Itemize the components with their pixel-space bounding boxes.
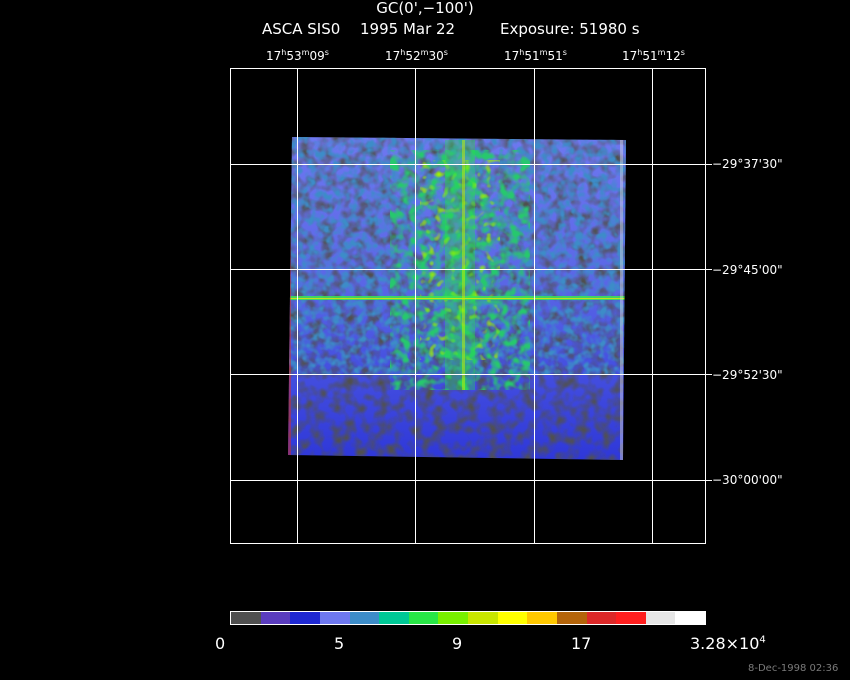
colorbar-label: 5 bbox=[334, 634, 345, 653]
coordinate-grid bbox=[230, 68, 712, 544]
timestamp: 8-Dec-1998 02:36 bbox=[748, 663, 839, 674]
colorbar-swatch bbox=[527, 612, 557, 624]
colorbar-swatch bbox=[319, 612, 350, 624]
colorbar-swatch bbox=[645, 612, 676, 624]
date-label: 1995 Mar 22 bbox=[360, 20, 456, 38]
ra-label: 17h52m30s bbox=[385, 48, 448, 63]
ra-label: 17h53m09s bbox=[266, 48, 329, 63]
colorbar-swatch bbox=[586, 612, 617, 624]
colorbar-swatch bbox=[290, 612, 320, 624]
colorbar-swatch bbox=[408, 612, 439, 624]
colorbar-swatch bbox=[379, 612, 409, 624]
colorbar-swatch bbox=[616, 612, 646, 624]
colorbar bbox=[230, 611, 706, 625]
ra-label: 17h51m12s bbox=[622, 48, 685, 63]
ra-label: 17h51m51s bbox=[504, 48, 567, 63]
colorbar-swatch bbox=[260, 612, 291, 624]
instrument-label: ASCA SIS0 bbox=[262, 20, 341, 38]
colorbar-swatch bbox=[497, 612, 528, 624]
exposure-label: Exposure: 51980 s bbox=[500, 20, 640, 38]
colorbar-label: 3.28×104 bbox=[690, 634, 766, 653]
dec-label: −29°37'30" bbox=[712, 157, 783, 171]
colorbar-swatch bbox=[438, 612, 468, 624]
colorbar-swatch bbox=[349, 612, 380, 624]
colorbar-label: 17 bbox=[571, 634, 592, 653]
title-line-1: GC(0',−100') bbox=[376, 0, 474, 17]
dec-label: −29°52'30" bbox=[712, 368, 783, 382]
colorbar-swatch bbox=[468, 612, 498, 624]
colorbar-label: 0 bbox=[215, 634, 226, 653]
colorbar-swatch bbox=[556, 612, 587, 624]
dec-label: −30°00'00" bbox=[712, 473, 783, 487]
colorbar-swatch bbox=[675, 612, 705, 624]
colorbar-label: 9 bbox=[452, 634, 463, 653]
colorbar-swatch bbox=[231, 612, 261, 624]
dec-label: −29°45'00" bbox=[712, 263, 783, 277]
